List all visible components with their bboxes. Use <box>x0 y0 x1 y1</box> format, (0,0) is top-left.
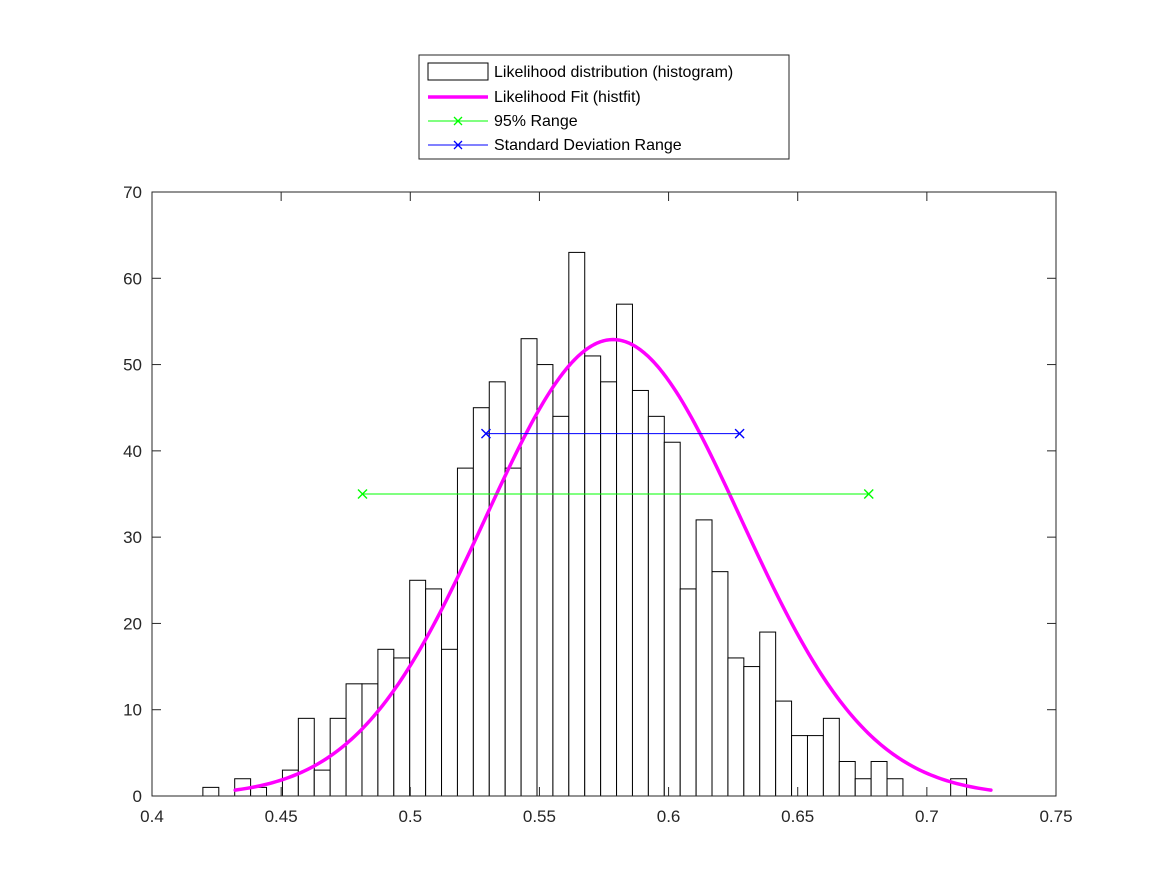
histogram-bar <box>377 648 395 797</box>
histogram-bar <box>488 381 506 797</box>
histogram-bar <box>711 571 729 797</box>
range-95-marker <box>357 489 368 499</box>
histogram-bar <box>409 579 427 797</box>
range-std-marker <box>480 428 491 439</box>
axes-box <box>151 191 1057 797</box>
y-tick-label: 10 <box>123 701 142 720</box>
legend-label-fit: Likelihood Fit (histfit) <box>494 89 641 106</box>
y-tick-label: 40 <box>123 442 142 461</box>
histogram-bar <box>759 631 777 797</box>
histogram-bar <box>472 407 490 797</box>
histogram-bar <box>441 648 458 797</box>
histogram-bar <box>584 355 602 797</box>
histogram-bars <box>202 251 968 797</box>
legend: Likelihood distribution (histogram) Like… <box>418 54 790 160</box>
y-tick-label: 70 <box>123 183 142 202</box>
x-tick-label: 0.55 <box>523 807 556 826</box>
legend-label-histogram: Likelihood distribution (histogram) <box>494 64 733 81</box>
legend-swatch-95-range <box>428 116 488 126</box>
histogram-bar <box>838 760 856 797</box>
histogram-bar <box>313 769 331 797</box>
x-tick-label: 0.7 <box>915 807 939 826</box>
histogram-bar <box>647 415 665 797</box>
y-tick-label: 60 <box>123 269 142 288</box>
histogram-bar <box>663 441 681 797</box>
histogram-bar <box>727 657 745 797</box>
histogram-bar <box>616 303 633 797</box>
histogram-bar <box>822 717 840 797</box>
legend-label-95-range: 95% Range <box>494 113 578 130</box>
histogram-bar <box>695 519 713 797</box>
histogram-bar <box>806 735 824 797</box>
histogram-bar <box>536 364 554 797</box>
fit-curve-group <box>233 337 993 792</box>
histogram-bar <box>886 778 904 797</box>
histogram-bar <box>456 467 474 797</box>
histogram-bar <box>600 381 618 797</box>
histogram-bar <box>568 251 586 797</box>
range-lines <box>357 428 874 499</box>
x-tick-label: 0.4 <box>140 807 164 826</box>
histogram-bar <box>297 717 315 797</box>
x-tick-label: 0.75 <box>1039 807 1072 826</box>
y-tick-label: 50 <box>123 356 142 375</box>
plot-area: 0.4 0.45 0.5 0.55 0.6 0.65 0.7 0.75 0 10 20 30 40 50… <box>123 183 1072 826</box>
x-tick-label: 0.6 <box>657 807 681 826</box>
legend-swatch-std-range <box>428 140 488 150</box>
histogram-bar <box>520 338 538 797</box>
y-axis: 0 10 20 30 40 50 60 70 <box>123 183 1056 806</box>
y-tick-label: 0 <box>133 787 142 806</box>
histogram-bar <box>504 467 522 797</box>
x-tick-label: 0.5 <box>398 807 422 826</box>
y-tick-label: 20 <box>123 614 142 633</box>
histogram-bar <box>791 735 808 797</box>
y-tick-label: 30 <box>123 528 142 547</box>
range-95-marker <box>863 489 874 499</box>
fit-curve <box>233 337 993 792</box>
histogram-bar <box>679 588 697 797</box>
x-tick-label: 0.45 <box>265 807 298 826</box>
histogram-bar <box>775 700 793 797</box>
histogram-bar <box>202 786 220 797</box>
histogram-bar <box>361 683 379 797</box>
histogram-bar <box>631 389 649 797</box>
legend-label-std-range: Standard Deviation Range <box>494 137 682 154</box>
histogram-bar <box>552 415 570 797</box>
x-tick-label: 0.65 <box>781 807 814 826</box>
legend-swatch-histogram <box>427 62 489 81</box>
histogram-bar <box>870 760 888 797</box>
histogram-bar <box>854 778 872 797</box>
histogram-bar <box>743 666 761 797</box>
histogram-bar <box>329 717 347 797</box>
x-axis: 0.4 0.45 0.5 0.55 0.6 0.65 0.7 0.75 <box>140 192 1073 826</box>
range-std-marker <box>734 428 745 439</box>
histogram-bar <box>425 588 443 797</box>
